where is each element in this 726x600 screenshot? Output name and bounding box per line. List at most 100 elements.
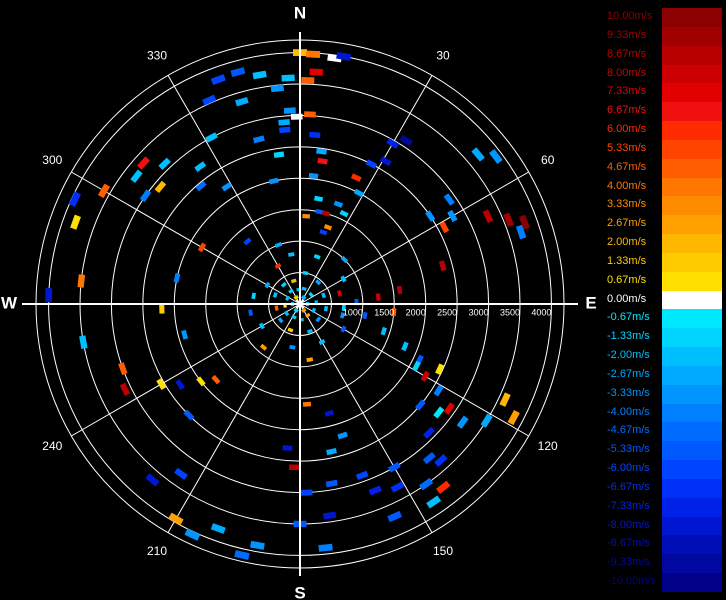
data-point bbox=[301, 76, 315, 84]
data-point bbox=[315, 279, 322, 286]
data-point bbox=[447, 209, 458, 223]
colorbar-row: 8.67m/s bbox=[606, 45, 726, 65]
data-point bbox=[433, 384, 444, 397]
data-point bbox=[183, 409, 195, 421]
colorbar-label: 0.00m/s bbox=[607, 292, 647, 305]
colorbar-swatch bbox=[662, 328, 722, 348]
data-point bbox=[433, 406, 445, 419]
colorbar-label: 1.33m/s bbox=[607, 254, 647, 267]
data-point bbox=[353, 188, 365, 198]
azimuth-label: 60 bbox=[541, 153, 555, 167]
colorbar-label: 8.00m/s bbox=[607, 66, 647, 79]
colorbar-swatch bbox=[662, 497, 722, 518]
data-point bbox=[291, 314, 297, 320]
data-point bbox=[301, 308, 307, 313]
data-point bbox=[386, 138, 400, 149]
data-point bbox=[251, 292, 256, 300]
axis-labels: N S E W 30 60 120 150 210 240 300 330 1000 1500 2000 25… bbox=[1, 3, 597, 600]
data-point bbox=[390, 481, 405, 493]
data-point bbox=[422, 451, 436, 465]
colorbar-swatch bbox=[662, 26, 722, 47]
data-point bbox=[324, 409, 335, 417]
data-point bbox=[309, 68, 324, 76]
data-point bbox=[503, 212, 515, 227]
data-point bbox=[305, 50, 321, 58]
azimuth-spoke bbox=[167, 303, 301, 533]
colorbar-label: 2.00m/s bbox=[607, 236, 647, 249]
colorbar-label: 4.00m/s bbox=[607, 179, 647, 192]
colorbar-swatch bbox=[662, 139, 722, 160]
data-point bbox=[118, 362, 128, 375]
colorbar-row: -6.00m/s bbox=[606, 460, 726, 480]
data-point bbox=[202, 94, 217, 106]
data-point bbox=[264, 281, 271, 289]
data-point bbox=[315, 316, 322, 323]
colorbar-label: -5.33m/s bbox=[607, 443, 650, 456]
data-point bbox=[434, 454, 448, 467]
data-point bbox=[273, 151, 285, 158]
colorbar-row: 7.33m/s bbox=[606, 83, 726, 103]
data-point bbox=[285, 295, 290, 301]
data-point bbox=[308, 291, 314, 298]
data-point bbox=[387, 510, 403, 523]
azimuth-label: 330 bbox=[147, 48, 167, 62]
data-point bbox=[355, 470, 369, 480]
colorbar-row: 8.00m/s bbox=[606, 64, 726, 84]
colorbar-swatch bbox=[662, 158, 722, 179]
data-point bbox=[302, 213, 311, 219]
data-point bbox=[313, 253, 321, 260]
colorbar-label: 3.33m/s bbox=[607, 198, 647, 211]
data-point bbox=[321, 210, 331, 217]
azimuth-spoke bbox=[71, 171, 301, 305]
data-point bbox=[365, 159, 378, 169]
compass-east-label: E bbox=[585, 293, 596, 312]
data-point bbox=[287, 327, 294, 333]
data-point bbox=[306, 357, 314, 363]
data-point bbox=[438, 260, 447, 272]
colorbar-label: -4.67m/s bbox=[607, 424, 650, 437]
colorbar-row: 9.33m/s bbox=[606, 26, 726, 47]
data-point bbox=[456, 415, 469, 429]
data-point bbox=[270, 84, 284, 93]
data-point bbox=[234, 550, 250, 561]
data-point bbox=[319, 229, 328, 236]
colorbar-row: -6.67m/s bbox=[606, 478, 726, 499]
colorbar-label: -7.33m/s bbox=[607, 499, 650, 512]
data-point bbox=[268, 177, 279, 185]
colorbar-row: 1.33m/s bbox=[606, 252, 726, 273]
data-point bbox=[379, 156, 392, 167]
data-point bbox=[302, 270, 309, 276]
colorbar-label: 7.33m/s bbox=[607, 85, 647, 98]
data-point bbox=[415, 399, 426, 411]
data-point bbox=[168, 512, 184, 526]
colorbar-label: -6.67m/s bbox=[607, 480, 650, 493]
data-point bbox=[323, 305, 329, 312]
colorbar-swatch bbox=[662, 403, 722, 423]
data-point bbox=[316, 148, 327, 155]
colorbar-row: -8.67m/s bbox=[606, 535, 726, 555]
data-point bbox=[68, 191, 81, 207]
colorbar-swatch bbox=[662, 347, 722, 367]
data-point bbox=[323, 511, 337, 520]
data-point bbox=[425, 210, 436, 222]
data-point bbox=[156, 378, 167, 390]
data-point bbox=[272, 291, 278, 298]
data-point bbox=[70, 214, 81, 230]
data-point bbox=[396, 285, 403, 295]
colorbar-label: 5.33m/s bbox=[607, 141, 647, 154]
colorbar-label: -10.00m/s bbox=[607, 575, 656, 588]
data-point bbox=[221, 182, 233, 192]
data-point bbox=[154, 180, 167, 194]
colorbar-row: 0.00m/s bbox=[606, 290, 726, 310]
data-point bbox=[519, 214, 530, 230]
data-point bbox=[340, 255, 349, 264]
colorbar-label: -1.33m/s bbox=[607, 330, 650, 343]
data-point bbox=[196, 376, 206, 387]
data-point bbox=[339, 312, 345, 319]
data-point bbox=[337, 431, 348, 440]
data-point bbox=[274, 262, 282, 269]
colorbar-row: -3.33m/s bbox=[606, 384, 726, 405]
data-point bbox=[314, 195, 324, 202]
azimuth-label: 120 bbox=[538, 439, 558, 453]
azimuth-spoke bbox=[71, 303, 301, 437]
